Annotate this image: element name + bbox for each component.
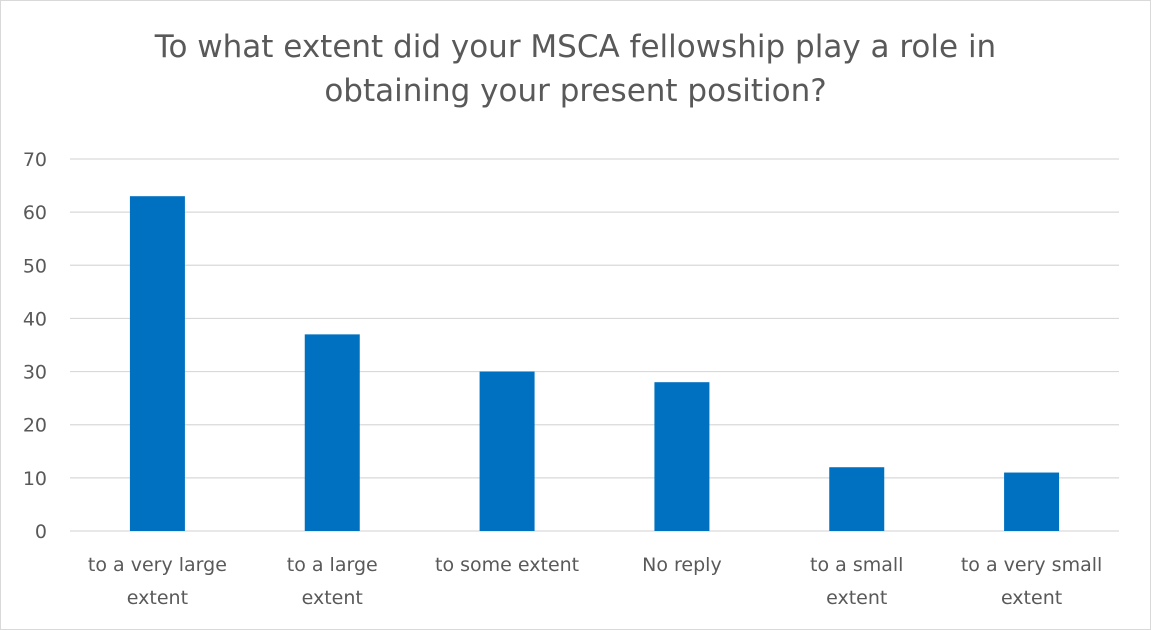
x-category-label: to a very small (961, 554, 1102, 576)
x-axis-categories: to a very large extent to a large extent to … (88, 554, 1102, 609)
y-tick-label: 40 (23, 308, 47, 330)
bar (129, 196, 185, 531)
x-category-label: to a very large (88, 554, 227, 576)
x-category-label: extent (302, 587, 363, 609)
bar (1004, 472, 1060, 531)
x-category-label: extent (127, 587, 188, 609)
bars (129, 196, 1060, 531)
x-category-label: to a large (287, 554, 378, 576)
chart-title: To what extent did your MSCA fellowship … (1, 25, 1150, 113)
bar (654, 382, 710, 531)
bar (304, 334, 360, 531)
y-tick-label: 60 (23, 202, 47, 224)
y-axis-ticks: 0 10 20 30 40 50 60 70 (23, 149, 47, 543)
x-category-label: to some extent (435, 554, 579, 576)
x-category-label: extent (1001, 587, 1062, 609)
y-tick-label: 70 (23, 149, 47, 171)
y-tick-label: 20 (23, 415, 47, 437)
bar (479, 371, 535, 531)
x-category-label: No reply (642, 554, 722, 576)
x-category-label: extent (826, 587, 887, 609)
gridlines (70, 158, 1119, 532)
y-tick-label: 50 (23, 255, 47, 277)
chart-title-line-1: To what extent did your MSCA fellowship … (154, 29, 997, 65)
y-tick-label: 10 (23, 468, 47, 490)
x-category-label: to a small (810, 554, 903, 576)
y-tick-label: 0 (35, 521, 47, 543)
bar (829, 467, 885, 531)
chart-title-line-2: obtaining your present position? (324, 73, 827, 109)
y-tick-label: 30 (23, 362, 47, 384)
